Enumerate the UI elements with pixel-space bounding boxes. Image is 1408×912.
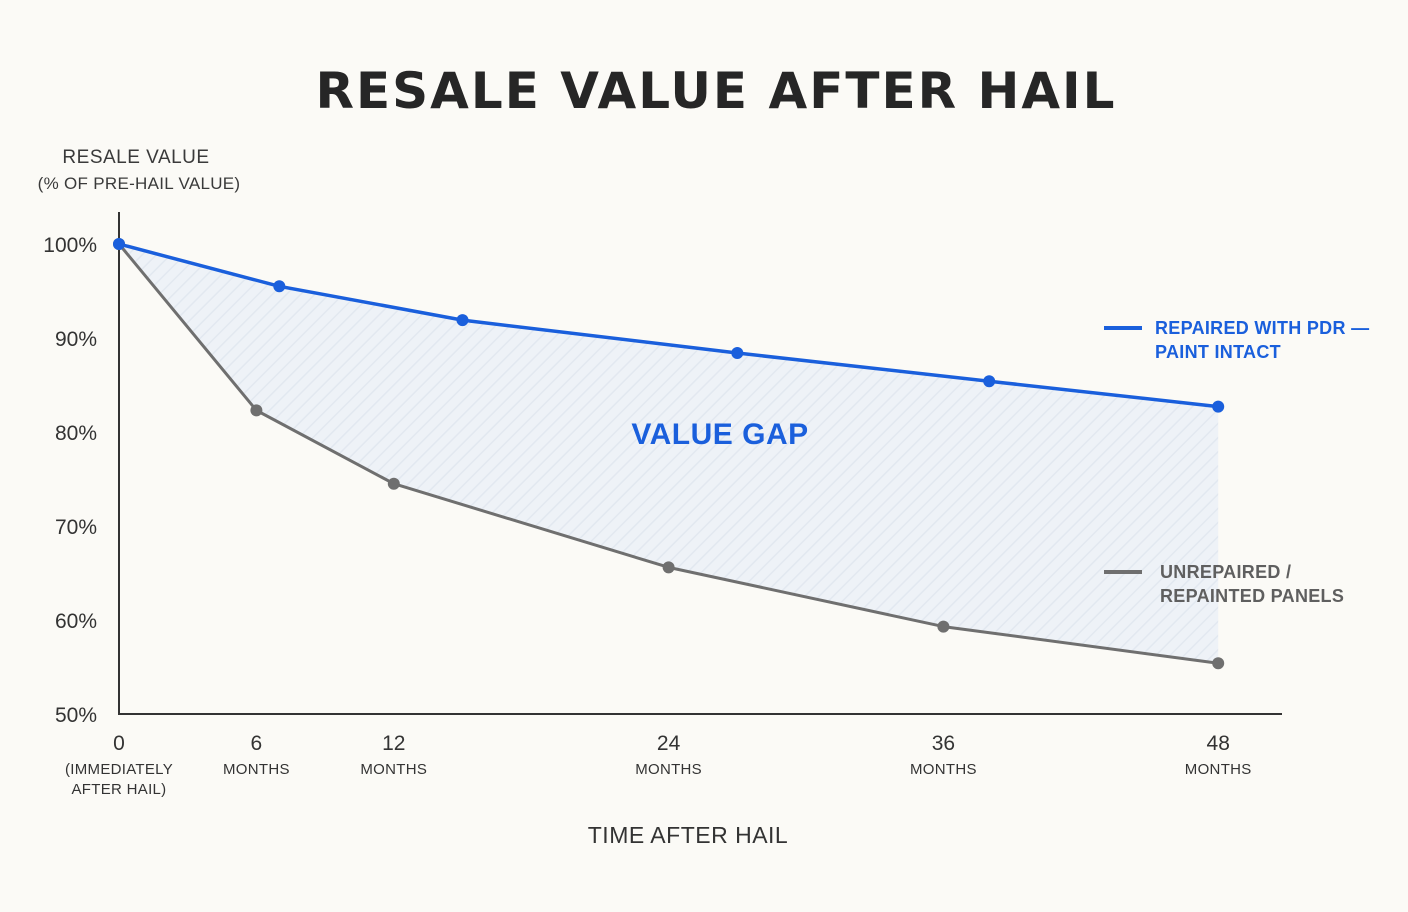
x-tick-label: 0 [113, 732, 125, 755]
x-axis-ticks: 0 (IMMEDIATELY AFTER HAIL) 6 MONTHS 12 MONTHS 2… [65, 732, 1252, 798]
chart-title: RESALE VALUE AFTER HAIL [315, 62, 1116, 120]
x-tick-label: 48 [1207, 732, 1230, 755]
x-tick-sublabel: MONTHS [360, 761, 427, 778]
data-point-pdr [456, 314, 469, 327]
legend-label: REPAINTED PANELS [1160, 586, 1344, 606]
data-point-unrepaired [937, 620, 950, 633]
y-tick-label: 80% [55, 422, 97, 445]
legend-label: REPAIRED WITH PDR — [1155, 318, 1369, 338]
y-tick-label: 90% [55, 328, 97, 351]
data-point-pdr [731, 347, 744, 360]
y-tick-label: 60% [55, 610, 97, 633]
data-point-unrepaired [662, 561, 675, 574]
x-axis-label: TIME AFTER HAIL [588, 822, 788, 848]
series-line-unrepaired [117, 243, 1219, 665]
x-tick-label: 24 [657, 732, 681, 755]
y-tick-label: 100% [43, 234, 97, 257]
series-layer [113, 238, 1225, 670]
data-point-unrepaired [250, 404, 263, 417]
x-tick-sublabel: MONTHS [1185, 761, 1252, 778]
y-axis-ticks: 100% 90% 80% 70% 60% 50% [43, 234, 97, 727]
x-tick-sublabel: (IMMEDIATELY [65, 761, 173, 778]
data-point-unrepaired [1212, 657, 1225, 670]
data-point-unrepaired [387, 477, 400, 490]
value-gap-area [119, 244, 1219, 664]
data-point-pdr [273, 280, 286, 293]
legend-label: PAINT INTACT [1155, 342, 1281, 362]
x-tick-label: 12 [382, 732, 405, 755]
x-tick-sublabel: AFTER HAIL) [72, 781, 167, 798]
data-point-pdr [113, 238, 125, 250]
legend: REPAIRED WITH PDR — PAINT INTACT UNREPAIRE… [1104, 318, 1369, 606]
x-tick-sublabel: MONTHS [910, 761, 977, 778]
series-line-pdr [118, 242, 1219, 409]
y-axis-label-line1: RESALE VALUE [62, 147, 209, 168]
x-tick-label: 6 [251, 732, 263, 755]
y-axis-label-line2: (% OF PRE-HAIL VALUE) [38, 174, 241, 193]
data-point-pdr [1212, 400, 1225, 413]
y-tick-label: 50% [55, 704, 97, 727]
data-point-pdr [983, 375, 996, 388]
x-tick-sublabel: MONTHS [223, 761, 290, 778]
x-tick-label: 36 [932, 732, 955, 755]
legend-label: UNREPAIRED / [1160, 562, 1291, 582]
x-tick-sublabel: MONTHS [635, 761, 702, 778]
value-gap-annotation: VALUE GAP [631, 418, 808, 451]
y-tick-label: 70% [55, 516, 97, 539]
